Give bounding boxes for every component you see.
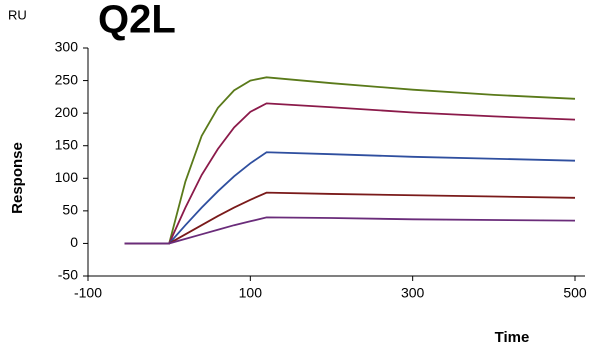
response-curve [124,76,576,245]
y-tick-label: 50 [62,202,78,218]
response-curve [124,216,576,245]
y-tick-label: 150 [55,136,79,152]
y-tick-label: 200 [55,104,79,120]
x-tick-label: 500 [563,285,587,301]
y-tick-label: 250 [55,71,79,87]
y-tick-label: 300 [55,39,79,55]
y-tick-label: 100 [55,169,79,185]
y-tick-label: -50 [58,267,78,283]
y-tick-label: 0 [70,234,78,250]
x-axis-label: Time [495,329,530,346]
chart-title: Q2L [98,0,176,42]
response-curve [124,102,576,245]
x-tick-label: 300 [401,285,425,301]
y-unit: RU [8,7,27,22]
response-curve [124,151,576,245]
x-tick-label: 100 [239,285,263,301]
response-curve [124,191,576,245]
y-axis-label: Response [9,142,26,214]
x-tick-label: -100 [74,285,102,301]
